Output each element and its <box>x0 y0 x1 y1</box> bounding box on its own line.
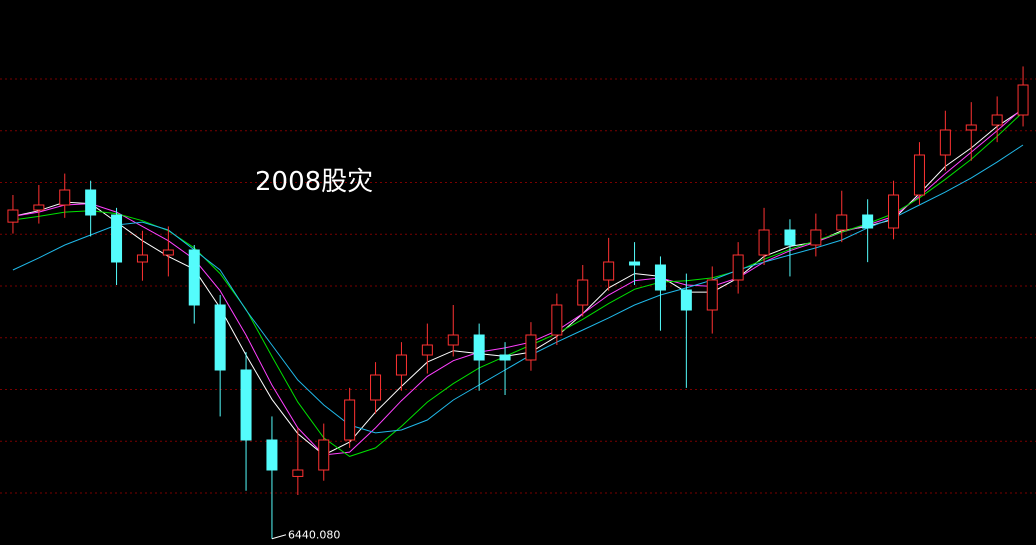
candle-body <box>59 189 71 206</box>
plot: 6440.080 <box>7 66 1029 542</box>
candle-body <box>473 334 485 361</box>
candle-body <box>421 344 433 356</box>
candle-body <box>499 354 511 361</box>
candle-body <box>111 214 123 263</box>
candle-body <box>136 254 148 263</box>
candle-body <box>188 249 200 306</box>
candle-body <box>603 261 615 281</box>
moving-average <box>12 144 1024 434</box>
candle-body <box>913 154 925 196</box>
candle-body <box>836 214 848 231</box>
grid <box>0 78 1036 494</box>
candle-body <box>577 279 589 306</box>
candle-body <box>525 334 537 361</box>
candle-body <box>7 209 19 223</box>
candle-body <box>162 249 174 256</box>
candle-body <box>370 374 382 401</box>
candle-body <box>551 304 563 336</box>
candle-body <box>680 289 692 311</box>
candle-body <box>965 124 977 131</box>
moving-average <box>12 108 1024 456</box>
candle-body <box>758 229 770 256</box>
candle-body <box>447 334 459 346</box>
candle-body <box>939 129 951 156</box>
low-marker-label: 6440.080 <box>288 529 341 542</box>
candle-body <box>266 439 278 471</box>
candle-body <box>1017 84 1029 116</box>
candle-body <box>395 354 407 376</box>
candle-body <box>810 229 822 246</box>
candle-body <box>991 114 1003 126</box>
candle-body <box>732 254 744 281</box>
candle-body <box>888 194 900 229</box>
candle-body <box>629 261 641 266</box>
moving-average <box>12 107 1024 456</box>
candle-body <box>214 304 226 371</box>
candle-body <box>85 189 97 216</box>
candle-body <box>706 279 718 311</box>
candle-body <box>862 214 874 229</box>
candle-body <box>318 439 330 471</box>
annotation: 2008股灾 <box>255 167 373 197</box>
candle-body <box>240 369 252 441</box>
candle-body <box>784 229 796 246</box>
candle-body <box>344 399 356 441</box>
candle-body <box>292 469 304 477</box>
candle-body <box>654 264 666 291</box>
candle-body <box>33 204 45 211</box>
low-marker-line <box>271 534 287 540</box>
moving-average <box>12 111 1024 457</box>
